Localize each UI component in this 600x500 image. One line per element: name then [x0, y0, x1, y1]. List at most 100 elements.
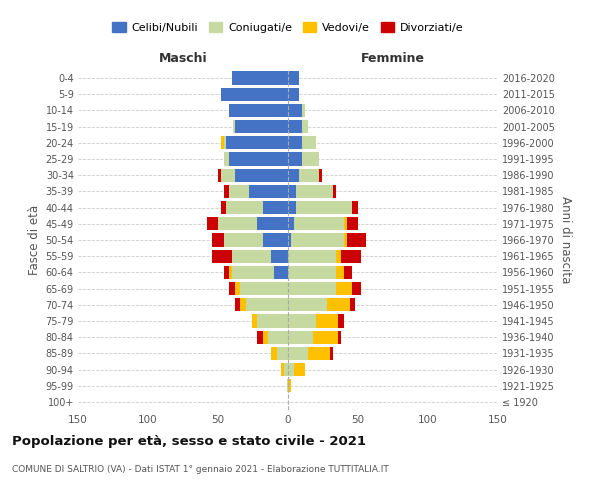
Bar	[263, 330, 268, 344]
Bar	[288, 217, 293, 230]
Bar	[288, 201, 296, 214]
Bar	[235, 168, 288, 182]
Bar	[229, 152, 288, 166]
Bar	[335, 250, 341, 263]
Bar	[221, 136, 224, 149]
Bar	[257, 217, 288, 230]
Bar	[235, 120, 288, 134]
Bar	[207, 217, 218, 230]
Bar	[221, 168, 235, 182]
Bar	[288, 298, 327, 312]
Bar	[319, 168, 322, 182]
Bar	[288, 88, 299, 101]
Bar	[338, 314, 344, 328]
Bar	[288, 379, 291, 392]
Bar	[338, 330, 341, 344]
Bar	[224, 234, 263, 246]
Bar	[224, 185, 229, 198]
Bar	[235, 298, 241, 312]
Bar	[288, 250, 335, 263]
Text: Maschi: Maschi	[158, 52, 208, 65]
Bar	[288, 346, 308, 360]
Bar	[350, 298, 355, 312]
Bar	[257, 314, 288, 328]
Bar	[221, 201, 226, 214]
Bar	[288, 185, 296, 198]
Bar	[288, 282, 335, 295]
Bar	[347, 234, 367, 246]
Bar	[302, 104, 305, 117]
Bar	[246, 298, 288, 312]
Bar	[288, 363, 293, 376]
Bar	[263, 201, 288, 214]
Bar	[344, 266, 352, 279]
Bar	[268, 330, 288, 344]
Bar	[229, 282, 235, 295]
Bar	[288, 330, 313, 344]
Bar	[241, 282, 288, 295]
Bar	[299, 168, 319, 182]
Bar	[302, 136, 316, 149]
Bar	[288, 266, 335, 279]
Bar	[235, 282, 241, 295]
Bar	[293, 363, 305, 376]
Bar	[263, 234, 288, 246]
Bar	[251, 314, 257, 328]
Bar	[257, 330, 263, 344]
Bar	[218, 217, 257, 230]
Bar	[288, 152, 302, 166]
Bar	[233, 120, 235, 134]
Text: Femmine: Femmine	[361, 52, 425, 65]
Bar	[274, 266, 288, 279]
Bar	[224, 136, 226, 149]
Bar	[347, 217, 358, 230]
Bar	[241, 298, 246, 312]
Bar	[316, 314, 338, 328]
Bar	[221, 88, 288, 101]
Y-axis label: Fasce di età: Fasce di età	[28, 205, 41, 275]
Bar	[288, 136, 302, 149]
Legend: Celibi/Nubili, Coniugati/e, Vedovi/e, Divorziati/e: Celibi/Nubili, Coniugati/e, Vedovi/e, Di…	[108, 18, 468, 38]
Bar	[344, 217, 347, 230]
Bar	[344, 234, 347, 246]
Bar	[333, 185, 335, 198]
Bar	[352, 282, 361, 295]
Bar	[229, 266, 232, 279]
Bar	[226, 201, 263, 214]
Bar	[288, 314, 316, 328]
Bar	[232, 250, 271, 263]
Bar	[302, 120, 308, 134]
Bar	[287, 379, 288, 392]
Bar	[288, 168, 299, 182]
Bar	[288, 72, 299, 85]
Bar	[229, 185, 249, 198]
Bar	[271, 346, 277, 360]
Bar	[224, 152, 229, 166]
Bar	[288, 234, 291, 246]
Bar	[232, 72, 288, 85]
Bar	[229, 104, 288, 117]
Bar	[335, 282, 352, 295]
Bar	[352, 201, 358, 214]
Bar	[296, 185, 333, 198]
Bar	[232, 266, 274, 279]
Bar	[218, 168, 221, 182]
Bar	[281, 363, 284, 376]
Bar	[291, 234, 344, 246]
Bar	[277, 346, 288, 360]
Y-axis label: Anni di nascita: Anni di nascita	[559, 196, 572, 284]
Bar	[212, 250, 232, 263]
Bar	[212, 234, 224, 246]
Bar	[288, 104, 302, 117]
Text: Popolazione per età, sesso e stato civile - 2021: Popolazione per età, sesso e stato civil…	[12, 435, 366, 448]
Bar	[302, 152, 319, 166]
Bar	[226, 136, 288, 149]
Bar	[224, 266, 229, 279]
Bar	[330, 346, 333, 360]
Bar	[288, 120, 302, 134]
Bar	[327, 298, 350, 312]
Bar	[284, 363, 288, 376]
Bar	[249, 185, 288, 198]
Text: COMUNE DI SALTRIO (VA) - Dati ISTAT 1° gennaio 2021 - Elaborazione TUTTITALIA.IT: COMUNE DI SALTRIO (VA) - Dati ISTAT 1° g…	[12, 465, 389, 474]
Bar	[293, 217, 344, 230]
